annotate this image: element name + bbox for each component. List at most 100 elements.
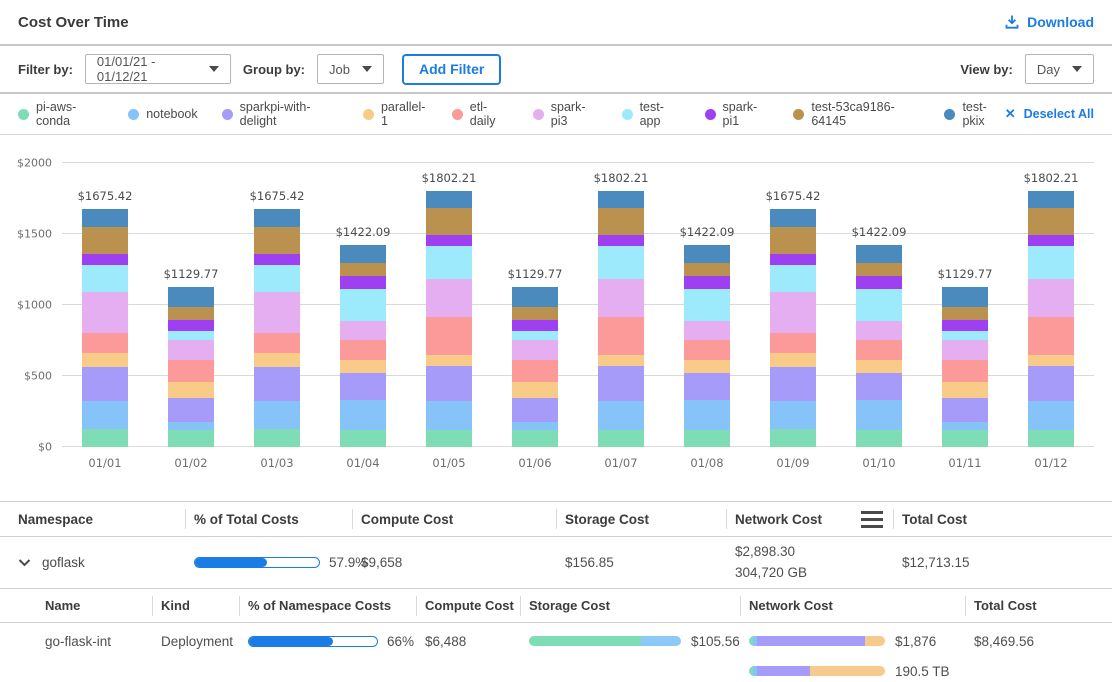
bar-segment-spark-pi1[interactable] (254, 254, 300, 265)
bar-segment-test-pkix[interactable] (770, 209, 816, 227)
bar-segment-test-app[interactable] (340, 289, 386, 322)
bar-segment-notebook[interactable] (598, 401, 644, 430)
stacked-bar-01/06[interactable] (512, 287, 558, 447)
bar-segment-notebook[interactable] (340, 400, 386, 430)
bar-segment-pi-aws-conda[interactable] (1028, 430, 1074, 447)
bar-segment-test-53ca9186-64145[interactable] (942, 307, 988, 321)
bar-segment-pi-aws-conda[interactable] (426, 430, 472, 447)
bar-segment-test-53ca9186-64145[interactable] (856, 263, 902, 276)
bar-segment-sparkpi-with-delight[interactable] (598, 366, 644, 401)
bar-segment-parallel-1[interactable] (340, 360, 386, 373)
bar-segment-test-app[interactable] (942, 331, 988, 340)
bar-segment-test-app[interactable] (1028, 246, 1074, 279)
bar-segment-notebook[interactable] (254, 401, 300, 429)
bar-segment-test-pkix[interactable] (598, 191, 644, 208)
stacked-bar-01/05[interactable] (426, 191, 472, 447)
bar-segment-spark-pi3[interactable] (770, 292, 816, 333)
bar-segment-spark-pi3[interactable] (598, 279, 644, 317)
bar-segment-etl-daily[interactable] (82, 333, 128, 353)
bar-segment-spark-pi3[interactable] (426, 279, 472, 317)
bar-segment-sparkpi-with-delight[interactable] (1028, 366, 1074, 401)
bar-segment-sparkpi-with-delight[interactable] (942, 398, 988, 423)
bar-segment-etl-daily[interactable] (942, 360, 988, 382)
bar-segment-parallel-1[interactable] (168, 382, 214, 398)
bar-segment-notebook[interactable] (168, 422, 214, 430)
bar-segment-notebook[interactable] (82, 401, 128, 429)
bar-segment-spark-pi3[interactable] (340, 321, 386, 339)
bar-segment-test-pkix[interactable] (512, 287, 558, 307)
namespace-expander[interactable]: goflask (18, 555, 85, 570)
bar-segment-test-53ca9186-64145[interactable] (598, 208, 644, 235)
view-by-select[interactable]: Day (1025, 54, 1094, 84)
bar-segment-parallel-1[interactable] (684, 360, 730, 373)
bar-segment-test-app[interactable] (598, 246, 644, 279)
bar-segment-pi-aws-conda[interactable] (340, 430, 386, 447)
bar-segment-test-pkix[interactable] (254, 209, 300, 227)
bar-segment-pi-aws-conda[interactable] (598, 430, 644, 447)
bar-segment-sparkpi-with-delight[interactable] (82, 367, 128, 401)
bar-segment-test-app[interactable] (168, 331, 214, 340)
bar-segment-notebook[interactable] (856, 400, 902, 430)
bar-segment-test-pkix[interactable] (1028, 191, 1074, 208)
bar-segment-etl-daily[interactable] (770, 333, 816, 353)
bar-segment-test-app[interactable] (254, 265, 300, 292)
bar-segment-parallel-1[interactable] (254, 353, 300, 367)
bar-segment-spark-pi1[interactable] (770, 254, 816, 265)
stacked-bar-01/10[interactable] (856, 245, 902, 447)
bar-segment-parallel-1[interactable] (770, 353, 816, 367)
bar-segment-sparkpi-with-delight[interactable] (426, 366, 472, 401)
bar-segment-test-pkix[interactable] (168, 287, 214, 307)
bar-segment-spark-pi3[interactable] (1028, 279, 1074, 317)
bar-segment-test-pkix[interactable] (684, 245, 730, 263)
bar-segment-etl-daily[interactable] (684, 340, 730, 360)
legend-item-parallel-1[interactable]: parallel-1 (363, 100, 428, 128)
bar-segment-etl-daily[interactable] (168, 360, 214, 382)
bar-segment-etl-daily[interactable] (426, 317, 472, 355)
bar-segment-test-53ca9186-64145[interactable] (684, 263, 730, 276)
bar-segment-spark-pi1[interactable] (598, 235, 644, 246)
bar-segment-spark-pi3[interactable] (684, 321, 730, 339)
stacked-bar-01/09[interactable] (770, 209, 816, 447)
stacked-bar-01/01[interactable] (82, 209, 128, 447)
bar-segment-notebook[interactable] (770, 401, 816, 429)
bar-segment-pi-aws-conda[interactable] (512, 430, 558, 447)
bar-segment-spark-pi1[interactable] (426, 235, 472, 246)
bar-segment-etl-daily[interactable] (856, 340, 902, 360)
bar-segment-notebook[interactable] (512, 422, 558, 430)
bar-segment-test-app[interactable] (684, 289, 730, 322)
bar-segment-spark-pi3[interactable] (856, 321, 902, 339)
legend-item-spark-pi1[interactable]: spark-pi1 (705, 100, 770, 128)
bar-segment-test-app[interactable] (426, 246, 472, 279)
bar-segment-sparkpi-with-delight[interactable] (254, 367, 300, 401)
bar-segment-spark-pi1[interactable] (82, 254, 128, 265)
bar-segment-spark-pi3[interactable] (254, 292, 300, 333)
bar-segment-test-53ca9186-64145[interactable] (340, 263, 386, 276)
bar-segment-sparkpi-with-delight[interactable] (770, 367, 816, 401)
bar-segment-test-app[interactable] (512, 331, 558, 340)
bar-segment-sparkpi-with-delight[interactable] (168, 398, 214, 423)
bar-segment-pi-aws-conda[interactable] (684, 430, 730, 447)
bar-segment-spark-pi3[interactable] (82, 292, 128, 333)
legend-item-test-53ca9186-64145[interactable]: test-53ca9186-64145 (793, 100, 920, 128)
legend-item-sparkpi-with-delight[interactable]: sparkpi-with-delight (222, 100, 339, 128)
bar-segment-spark-pi1[interactable] (856, 276, 902, 289)
stacked-bar-01/04[interactable] (340, 245, 386, 447)
bar-segment-spark-pi1[interactable] (942, 320, 988, 331)
bar-segment-parallel-1[interactable] (82, 353, 128, 367)
bar-segment-test-pkix[interactable] (82, 209, 128, 227)
legend-item-notebook[interactable]: notebook (128, 107, 197, 121)
bar-segment-notebook[interactable] (1028, 401, 1074, 430)
bar-segment-pi-aws-conda[interactable] (856, 430, 902, 447)
download-button[interactable]: Download (1004, 14, 1094, 30)
add-filter-button[interactable]: Add Filter (402, 54, 501, 85)
bar-segment-test-53ca9186-64145[interactable] (426, 208, 472, 235)
bar-segment-pi-aws-conda[interactable] (168, 430, 214, 447)
date-range-select[interactable]: 01/01/21 - 01/12/21 (85, 54, 231, 84)
bar-segment-etl-daily[interactable] (254, 333, 300, 353)
bar-segment-spark-pi3[interactable] (942, 340, 988, 360)
bar-segment-test-53ca9186-64145[interactable] (770, 227, 816, 254)
bar-segment-etl-daily[interactable] (1028, 317, 1074, 355)
bar-segment-test-app[interactable] (82, 265, 128, 292)
stacked-bar-01/02[interactable] (168, 287, 214, 447)
bar-segment-pi-aws-conda[interactable] (82, 429, 128, 447)
